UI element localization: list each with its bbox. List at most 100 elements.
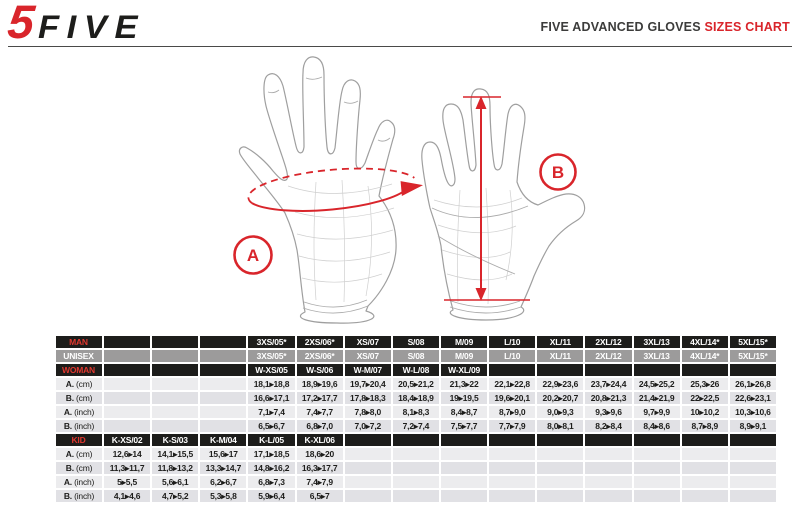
cell-kid-b-cm-11 bbox=[585, 462, 632, 474]
cell-kid-a-inch-8 bbox=[440, 476, 488, 488]
cell-kid-a-cm-14 bbox=[729, 448, 776, 460]
cell-adult-b-cm-4: 16,6▸17,1 bbox=[248, 392, 295, 404]
cell-adult-a-inch-11: 9,3▸9,6 bbox=[585, 406, 632, 418]
cell-kid-13 bbox=[681, 434, 728, 446]
cell-woman-6: W-M/07 bbox=[344, 364, 391, 376]
cell-adult-a-cm-6: 19,7▸20,4 bbox=[344, 378, 391, 390]
cell-kid-8 bbox=[440, 434, 488, 446]
cell-kid-a-cm-9 bbox=[489, 448, 536, 460]
cell-unisex-7: S/08 bbox=[392, 350, 439, 362]
cell-kid-b-cm-9 bbox=[489, 462, 536, 474]
cell-adult-a-cm-14: 26,1▸26,8 bbox=[729, 378, 776, 390]
cell-kid-b-inch-9 bbox=[489, 490, 536, 502]
cell-adult-a-cm-13: 25,3▸26 bbox=[681, 378, 728, 390]
cell-kid-b-inch-1: 4,1▸4,6 bbox=[104, 490, 151, 502]
cell-kid-b-cm-4: 14,8▸16,2 bbox=[248, 462, 295, 474]
cell-adult-a-inch-5: 7,4▸7,7 bbox=[296, 406, 343, 418]
cell-adult-b-inch-14: 8,9▸9,1 bbox=[729, 420, 776, 432]
cell-adult-a-cm-5: 18,9▸19,6 bbox=[296, 378, 343, 390]
row-label-adult-b-inch: B. (inch) bbox=[56, 420, 102, 432]
table-row-adult-b-cm: B. (cm) 16,6▸17,1 17,2▸17,7 17,8▸18,3 18,4▸1… bbox=[56, 392, 776, 404]
cell-man-7: S/08 bbox=[392, 336, 439, 348]
cell-man-5: 2XS/06* bbox=[296, 336, 343, 348]
cell-kid-b-inch-3: 5,3▸5,8 bbox=[200, 490, 247, 502]
cell-kid-10 bbox=[537, 434, 584, 446]
row-label-man: MAN bbox=[56, 336, 102, 348]
cell-adult-a-cm-3 bbox=[200, 378, 247, 390]
table-row-adult-a-cm: A. (cm) 18,1▸18,8 18,9▸19,6 19,7▸20,4 20,5▸2… bbox=[56, 378, 776, 390]
cell-adult-a-inch-8: 8,4▸8,7 bbox=[440, 406, 488, 418]
cell-adult-a-inch-13: 10▸10,2 bbox=[681, 406, 728, 418]
cell-kid-b-cm-13 bbox=[681, 462, 728, 474]
page-title-accent: SIZES CHART bbox=[704, 20, 790, 34]
cell-woman-1 bbox=[104, 364, 151, 376]
cell-kid-11 bbox=[585, 434, 632, 446]
cell-man-9: L/10 bbox=[489, 336, 536, 348]
cell-adult-b-cm-7: 18,4▸18,9 bbox=[392, 392, 439, 404]
cell-unisex-4: 3XS/05* bbox=[248, 350, 295, 362]
cell-unisex-2 bbox=[152, 350, 199, 362]
cell-kid-b-inch-13 bbox=[681, 490, 728, 502]
cell-kid-14 bbox=[729, 434, 776, 446]
cell-adult-a-cm-4: 18,1▸18,8 bbox=[248, 378, 295, 390]
hand-back-illustration bbox=[238, 56, 424, 324]
cell-kid-6 bbox=[344, 434, 391, 446]
cell-kid-b-cm-5: 16,3▸17,7 bbox=[296, 462, 343, 474]
cell-kid-b-inch-6 bbox=[344, 490, 391, 502]
cell-adult-b-cm-2 bbox=[152, 392, 199, 404]
cell-woman-5: W-S/06 bbox=[296, 364, 343, 376]
cell-adult-b-cm-6: 17,8▸18,3 bbox=[344, 392, 391, 404]
cell-adult-b-inch-1 bbox=[104, 420, 151, 432]
cell-unisex-9: L/10 bbox=[489, 350, 536, 362]
hand-measurement-diagram: A B bbox=[233, 56, 586, 324]
table-row-adult-a-inch: A. (inch) 7,1▸7,4 7,4▸7,7 7,8▸8,0 8,1▸8,3 8,4… bbox=[56, 406, 776, 418]
cell-kid-b-cm-10 bbox=[537, 462, 584, 474]
cell-adult-b-inch-5: 6,8▸7,0 bbox=[296, 420, 343, 432]
cell-woman-7: W-L/08 bbox=[392, 364, 439, 376]
row-label-adult-a-inch: A. (inch) bbox=[56, 406, 102, 418]
cell-adult-a-inch-9: 8,7▸9,0 bbox=[489, 406, 536, 418]
cell-unisex-14: 5XL/15* bbox=[729, 350, 776, 362]
cell-unisex-6: XS/07 bbox=[344, 350, 391, 362]
cell-adult-a-cm-2 bbox=[152, 378, 199, 390]
cell-kid-b-inch-4: 5,9▸6,4 bbox=[248, 490, 295, 502]
cell-adult-a-cm-11: 23,7▸24,4 bbox=[585, 378, 632, 390]
cell-kid-b-cm-1: 11,3▸11,7 bbox=[104, 462, 151, 474]
cell-adult-b-cm-14: 22,6▸23,1 bbox=[729, 392, 776, 404]
cell-unisex-5: 2XS/06* bbox=[296, 350, 343, 362]
cell-adult-b-cm-1 bbox=[104, 392, 151, 404]
cell-kid-b-inch-10 bbox=[537, 490, 584, 502]
cell-adult-b-cm-9: 19,6▸20,1 bbox=[489, 392, 536, 404]
cell-woman-2 bbox=[152, 364, 199, 376]
cell-adult-b-cm-3 bbox=[200, 392, 247, 404]
cell-adult-b-inch-7: 7,2▸7,4 bbox=[392, 420, 439, 432]
badge-a: A bbox=[233, 235, 273, 275]
cell-adult-b-inch-9: 7,7▸7,9 bbox=[489, 420, 536, 432]
cell-woman-14 bbox=[729, 364, 776, 376]
table-row-woman: WOMAN W-XS/05 W-S/06 W-M/07 W-L/08 W-XL/09 bbox=[56, 364, 776, 376]
cell-woman-3 bbox=[200, 364, 247, 376]
cell-adult-a-inch-14: 10,3▸10,6 bbox=[729, 406, 776, 418]
cell-adult-a-inch-1 bbox=[104, 406, 151, 418]
cell-kid-a-inch-1: 5▸5,5 bbox=[104, 476, 151, 488]
cell-adult-b-inch-8: 7,5▸7,7 bbox=[440, 420, 488, 432]
cell-man-12: 3XL/13 bbox=[633, 336, 680, 348]
cell-kid-b-inch-8 bbox=[440, 490, 488, 502]
cell-adult-b-inch-3 bbox=[200, 420, 247, 432]
page-title: FIVE ADVANCED GLOVES SIZES CHART bbox=[540, 20, 790, 34]
cell-kid-b-cm-7 bbox=[392, 462, 439, 474]
cell-kid-b-cm-14 bbox=[729, 462, 776, 474]
table-row-kid-b-inch: B. (inch) 4,1▸4,6 4,7▸5,2 5,3▸5,8 5,9▸6,4 6,5… bbox=[56, 490, 776, 502]
table-row-adult-b-inch: B. (inch) 6,5▸6,7 6,8▸7,0 7,0▸7,2 7,2▸7,4 7,5… bbox=[56, 420, 776, 432]
cell-woman-8: W-XL/09 bbox=[440, 364, 488, 376]
sizes-table: MAN 3XS/05* 2XS/06* XS/07 S/08 M/09 L/10 XL/11 2… bbox=[54, 334, 778, 504]
row-label-adult-a-cm: A. (cm) bbox=[56, 378, 102, 390]
cell-kid-a-inch-13 bbox=[681, 476, 728, 488]
cell-adult-b-cm-8: 19▸19,5 bbox=[440, 392, 488, 404]
cell-kid-a-inch-3: 6,2▸6,7 bbox=[200, 476, 247, 488]
table-row-kid: KID K-XS/02 K-S/03 K-M/04 K-L/05 K-XL/06 bbox=[56, 434, 776, 446]
cell-kid-b-inch-12 bbox=[633, 490, 680, 502]
cell-adult-b-inch-11: 8,2▸8,4 bbox=[585, 420, 632, 432]
cell-adult-b-inch-13: 8,7▸8,9 bbox=[681, 420, 728, 432]
cell-kid-b-inch-5: 6,5▸7 bbox=[296, 490, 343, 502]
